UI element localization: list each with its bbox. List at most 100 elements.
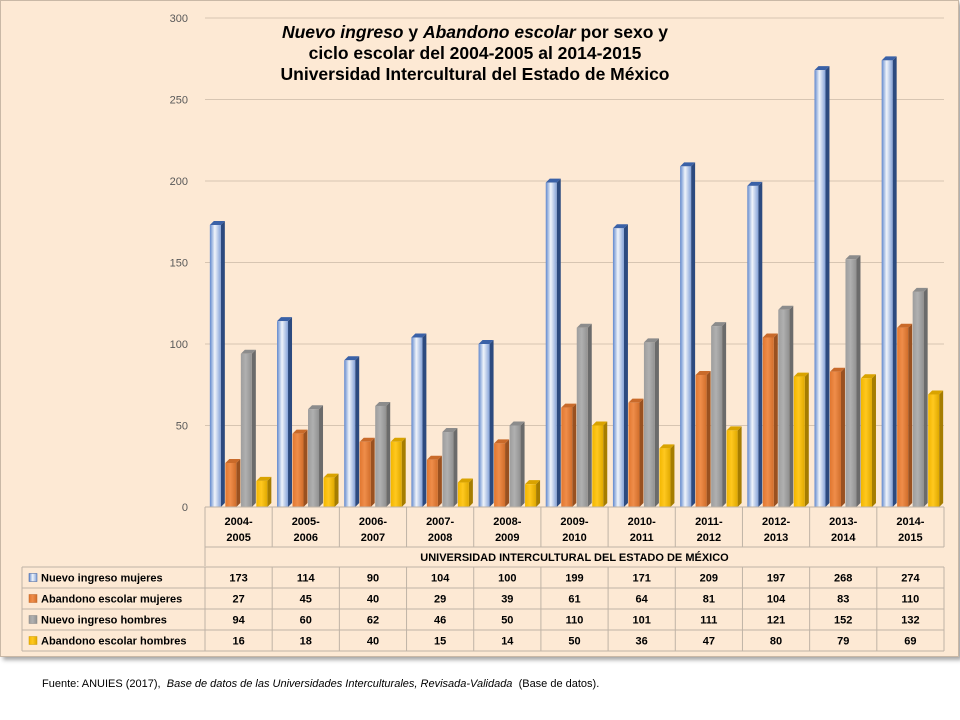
bar <box>628 402 640 507</box>
bar <box>277 321 289 507</box>
category-label: 2015 <box>898 532 922 544</box>
bar-top <box>292 429 308 434</box>
bar <box>778 309 790 507</box>
y-tick-label: 0 <box>182 502 188 514</box>
bar-top <box>762 333 778 338</box>
legend-key <box>28 594 38 603</box>
data-value: 60 <box>300 615 312 627</box>
data-value: 101 <box>633 615 651 627</box>
category-label: 2010- <box>628 516 656 528</box>
bar <box>308 409 320 507</box>
category-label: 2005 <box>226 532 250 544</box>
bar-side <box>505 439 510 507</box>
bar-top <box>457 478 473 483</box>
data-value: 197 <box>767 573 785 585</box>
bar-top <box>928 390 944 395</box>
bar <box>659 448 671 507</box>
category-label: 2012- <box>762 516 790 528</box>
legend-key <box>28 636 38 645</box>
bar-top <box>793 372 809 377</box>
category-label: 2006- <box>359 516 387 528</box>
category-label: 2013- <box>829 516 857 528</box>
y-tick-label: 200 <box>170 176 188 188</box>
data-value: 62 <box>367 615 379 627</box>
bar-top <box>845 255 861 260</box>
data-value: 27 <box>232 594 244 606</box>
data-value: 40 <box>367 636 379 648</box>
bar <box>845 259 857 507</box>
bar-side <box>892 56 897 507</box>
source-prefix: Fuente: ANUIES (2017), <box>42 678 161 690</box>
bar <box>561 407 573 507</box>
data-value: 18 <box>300 636 312 648</box>
bar-top <box>323 473 339 478</box>
y-tick-label: 50 <box>176 421 188 433</box>
category-label: 2009 <box>495 532 519 544</box>
data-value: 47 <box>703 636 715 648</box>
bar-side <box>654 338 659 507</box>
category-label: 2011- <box>695 516 723 528</box>
bar-side <box>871 374 876 507</box>
bar-top <box>881 56 897 61</box>
data-value: 79 <box>837 636 849 648</box>
y-tick-label: 250 <box>170 95 188 107</box>
bar-top <box>411 333 427 338</box>
source-title: Base de datos de las Universidades Inter… <box>166 678 513 690</box>
bar-top <box>442 428 458 433</box>
data-value: 81 <box>703 594 715 606</box>
bar <box>680 166 692 507</box>
category-label: 2013 <box>764 532 788 544</box>
bar-top <box>726 426 742 431</box>
bar <box>726 430 738 507</box>
bar <box>612 228 624 507</box>
bar <box>592 425 604 507</box>
title-part-0: Nuevo ingreso <box>281 22 404 42</box>
bar <box>509 425 521 507</box>
data-value: 83 <box>837 594 849 606</box>
bar <box>375 405 387 507</box>
bar <box>292 433 304 507</box>
bar-side <box>789 305 794 507</box>
bar <box>928 394 940 507</box>
data-value: 110 <box>566 615 584 627</box>
bar-top <box>860 374 876 379</box>
bar <box>442 432 454 507</box>
category-label: 2005- <box>292 516 320 528</box>
bar-top <box>426 455 442 460</box>
bar-top <box>912 287 928 292</box>
bar-top <box>612 224 628 229</box>
bar-top <box>643 338 659 343</box>
y-tick-label: 300 <box>170 13 188 25</box>
category-label: 2011 <box>630 532 654 544</box>
bar-side <box>355 356 360 507</box>
bar-side <box>603 421 608 507</box>
series-name: Nuevo ingreso mujeres <box>41 573 163 585</box>
title-part-2: Abandono escolar <box>422 22 576 42</box>
bar-side <box>536 480 541 507</box>
source-note: Fuente: ANUIES (2017), Base de datos de … <box>42 678 599 690</box>
bar <box>762 337 774 507</box>
bar-side <box>587 323 592 507</box>
series-name: Abandono escolar mujeres <box>41 594 182 606</box>
bar-side <box>572 403 577 507</box>
category-label: 2008 <box>428 532 452 544</box>
bar-side <box>939 390 944 507</box>
bar-top <box>711 322 727 327</box>
bar-top <box>592 421 608 426</box>
bar <box>912 291 924 507</box>
bar-top <box>680 162 696 167</box>
bar-top <box>277 317 293 322</box>
data-value: 173 <box>229 573 247 585</box>
bar-side <box>840 367 845 507</box>
data-value: 16 <box>232 636 244 648</box>
bar <box>323 477 335 507</box>
bar <box>494 443 506 507</box>
bar-side <box>468 478 473 507</box>
bar-chart: 0 50 100 150 200 250 300 2004- 2005 2005- 2006 2006… <box>21 13 945 652</box>
data-value: 111 <box>700 615 717 627</box>
bar-side <box>670 444 675 507</box>
category-label: 2008- <box>493 516 521 528</box>
bar <box>457 482 469 507</box>
bar-side <box>773 333 778 507</box>
data-value: 104 <box>767 594 786 606</box>
